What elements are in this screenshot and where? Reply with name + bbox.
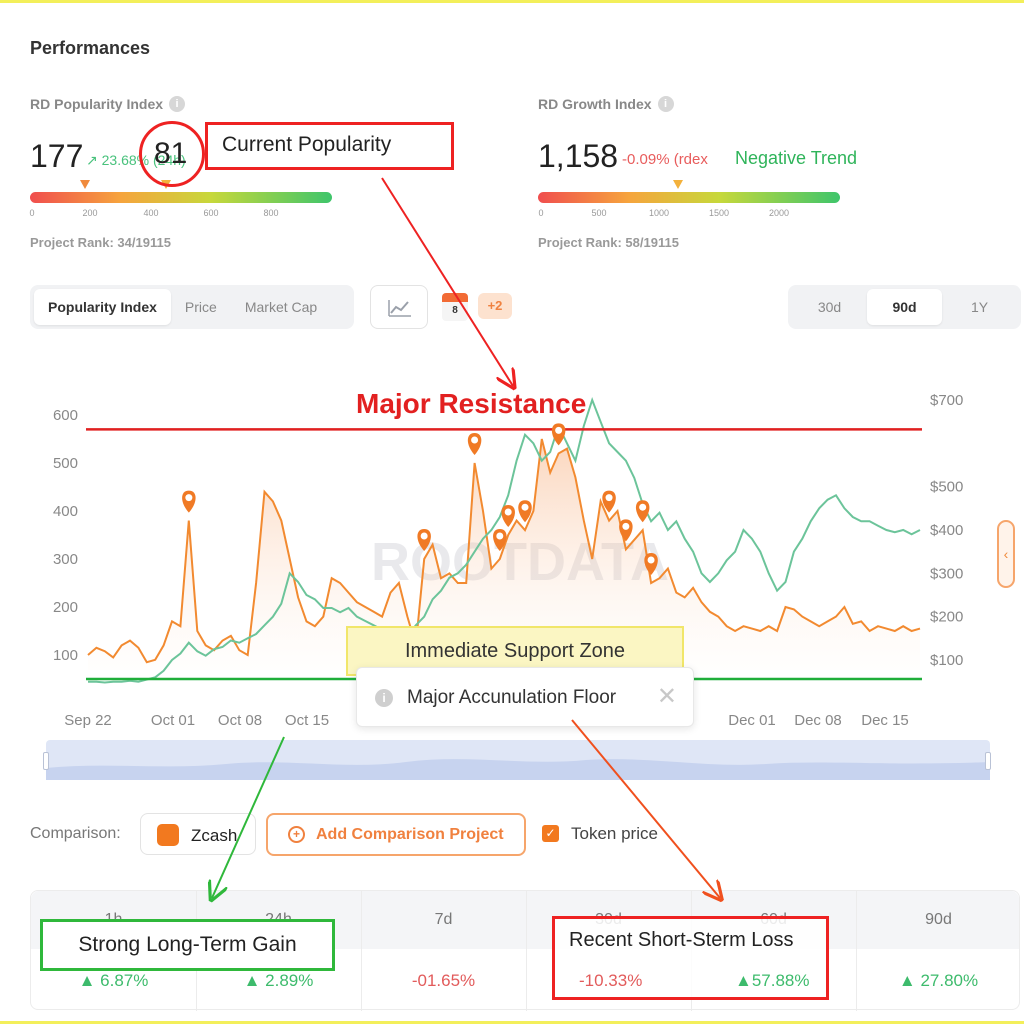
navigator-right-handle[interactable] [985, 752, 991, 770]
event-pin-icon[interactable] [551, 423, 566, 446]
popularity-index-label: RD Popularity Index i [30, 96, 186, 112]
event-pin-icon[interactable] [501, 505, 515, 527]
left-axis-tick: 600 [53, 407, 78, 424]
add-comparison-project-button[interactable]: + Add Comparison Project [266, 813, 526, 856]
popularity-line [87, 438, 921, 664]
tab-range-30d[interactable]: 30d [817, 299, 842, 315]
comparison-label: Comparison: [30, 825, 121, 842]
left-axis-tick: 500 [53, 455, 78, 472]
accumulation-floor-text: Major Accunulation Floor [407, 687, 617, 708]
current-popularity-callout: Current Popularity [205, 122, 454, 170]
token-price-label: Token price [571, 824, 658, 843]
perf-value-60d: ▲57.88% [735, 971, 810, 990]
event-pin-icon[interactable] [467, 433, 482, 455]
growth-rank: Project Rank: 58/19115 [538, 235, 679, 250]
navigator-left-handle[interactable] [43, 752, 49, 770]
right-axis-tick: $200 [930, 609, 963, 626]
x-axis-tick: Oct 01 [151, 712, 195, 729]
token-price-checkbox[interactable]: ✓ [542, 825, 559, 842]
negative-trend-annotation: Negative Trend [735, 148, 858, 168]
navigator-preview [46, 759, 990, 780]
left-axis-tick: 200 [53, 599, 78, 616]
calendar-icon[interactable]: 8 [442, 293, 468, 321]
popularity-rank: Project Rank: 34/19115 [30, 235, 171, 250]
info-icon[interactable]: i [169, 96, 186, 112]
range-navigator[interactable] [46, 740, 990, 780]
popularity-gauge [30, 192, 332, 203]
right-axis-tick: $700 [930, 392, 963, 409]
right-axis-tick: $100 [930, 652, 963, 669]
collapse-panel-button[interactable]: ‹ [997, 520, 1015, 588]
accumulation-floor-tooltip: i Major Accunulation Floor ✕ [356, 667, 694, 727]
tab-range-90d[interactable]: 90d [867, 289, 942, 325]
popularity-value: 177 [30, 138, 84, 174]
growth-gauge [538, 192, 840, 203]
tab-popularity-index[interactable]: Popularity Index [34, 289, 171, 325]
metric-tabs: Popularity Index Price Market Cap [30, 285, 354, 329]
x-axis-tick: Dec 15 [861, 712, 909, 729]
tab-price[interactable]: Price [184, 299, 217, 315]
event-pin-icon[interactable] [182, 490, 196, 513]
growth-index-label: RD Growth Index i [538, 96, 674, 112]
column-divider [856, 891, 857, 1011]
growth-value: 1,158 [538, 138, 619, 174]
event-pin-icon[interactable] [602, 490, 616, 513]
right-axis-tick: $500 [930, 479, 963, 496]
growth-change: -0.09% (rdex [622, 151, 708, 168]
column-divider [526, 891, 527, 1011]
token-price-line [88, 397, 921, 684]
x-axis-tick: Dec 01 [728, 712, 776, 729]
right-axis-tick: $400 [930, 522, 963, 539]
chevron-left-icon: ‹ [1003, 546, 1009, 562]
info-icon: i [375, 689, 393, 707]
left-axis-tick: 400 [53, 503, 78, 520]
line-chart-icon [388, 300, 411, 317]
events-count-badge[interactable]: +2 [478, 293, 512, 319]
current-popularity-circle: 81 [139, 121, 205, 187]
right-axis-tick: $300 [930, 565, 963, 582]
event-pin-icon[interactable] [518, 500, 532, 523]
x-axis-tick: Oct 08 [218, 712, 262, 729]
line-chart-toggle-button[interactable] [370, 285, 428, 329]
popularity-area [88, 439, 920, 670]
x-axis-tick: Oct 15 [285, 712, 329, 729]
close-icon[interactable]: ✕ [656, 683, 677, 710]
x-axis-tick: Sep 22 [64, 712, 112, 729]
growth-gauge-marker [673, 180, 683, 189]
tab-market-cap[interactable]: Market Cap [244, 299, 318, 315]
short-term-loss-callout: Recent Short-Sterm Loss -10.33% ▲57.88% [552, 916, 829, 1000]
info-icon[interactable]: i [657, 96, 674, 112]
event-pin-icon[interactable] [635, 500, 650, 523]
left-axis-tick: 100 [53, 647, 78, 664]
popularity-gauge-marker [80, 180, 90, 189]
event-pin-icon[interactable] [417, 529, 431, 551]
plus-circle-icon: + [288, 826, 305, 843]
zcash-color-swatch [157, 824, 179, 846]
event-pin-icon[interactable] [493, 529, 507, 551]
column-divider [361, 891, 362, 1011]
tab-range-1y[interactable]: 1Y [970, 299, 989, 315]
event-pin-icon[interactable] [644, 553, 658, 575]
range-tabs: 30d 90d 1Y [788, 285, 1021, 329]
x-axis-tick: Dec 08 [794, 712, 842, 729]
page-title: Performances [30, 38, 151, 58]
event-pin-icon[interactable] [619, 519, 633, 542]
left-axis-tick: 300 [53, 551, 78, 568]
perf-value-30d: -10.33% [579, 971, 643, 990]
long-term-gain-callout: Strong Long-Term Gain [40, 919, 335, 971]
major-resistance-label: Major Resistance [356, 388, 587, 419]
comparison-project-chip[interactable]: Zcash [140, 813, 256, 855]
